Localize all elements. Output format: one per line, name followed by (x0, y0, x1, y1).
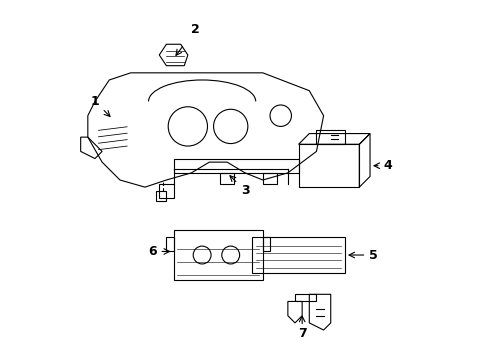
Text: 4: 4 (384, 159, 392, 172)
Text: 3: 3 (241, 184, 249, 197)
Text: 1: 1 (91, 95, 99, 108)
Text: 2: 2 (191, 23, 199, 36)
Text: 6: 6 (148, 245, 156, 258)
Text: 5: 5 (369, 248, 378, 261)
Text: 7: 7 (298, 327, 307, 340)
